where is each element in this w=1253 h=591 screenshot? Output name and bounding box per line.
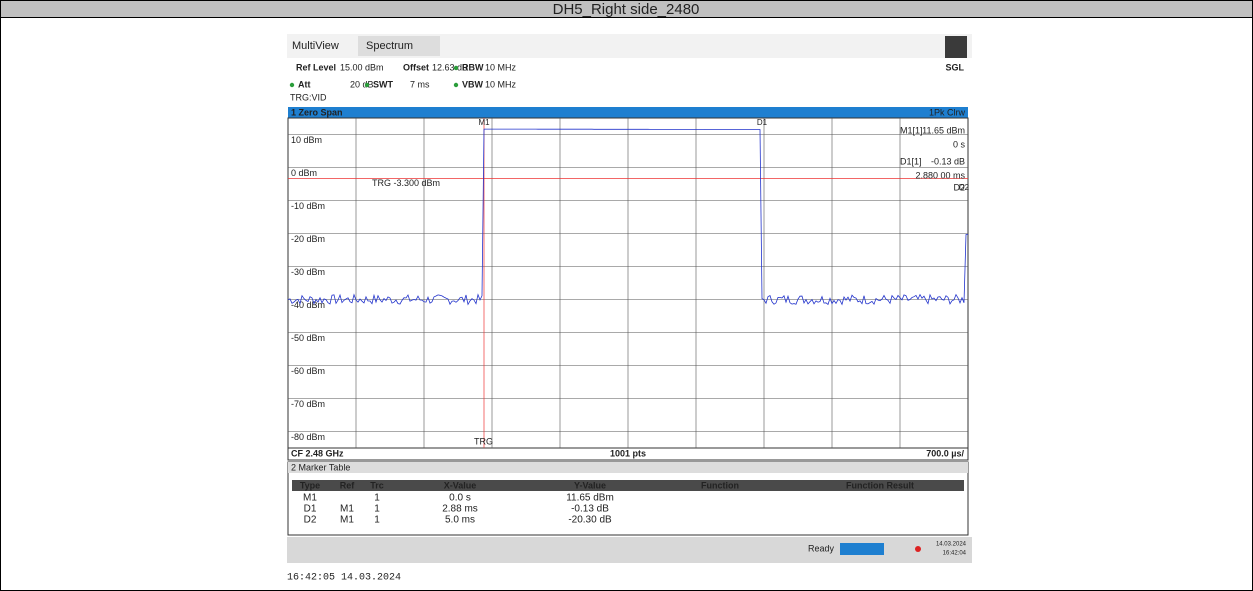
table-cell: 5.0 ms: [445, 515, 475, 526]
trace-mode: 1Pk Clrw: [929, 107, 966, 117]
marker-readout: D2: [953, 182, 965, 192]
progress: [840, 543, 884, 555]
setting: VBW: [462, 79, 484, 89]
setting: Att: [298, 79, 311, 89]
level-label: 10 dBm: [291, 135, 322, 145]
marker-readout: 2.880 00 ms: [915, 170, 965, 180]
table-cell: -0.13 dB: [571, 504, 609, 515]
setting: Offset: [403, 62, 429, 72]
page-title: DH5_Right side_2480: [553, 1, 700, 18]
marker-table-header: [288, 462, 968, 473]
level-label: 0 dBm: [291, 168, 317, 178]
trigger-marker: TRG: [474, 436, 493, 446]
trigger-label: TRG -3.300 dBm: [372, 178, 440, 188]
marker-readout: 0 s: [953, 139, 966, 149]
indicator: [453, 65, 459, 71]
table-cell: D2: [304, 515, 317, 526]
menu-button[interactable]: [945, 36, 967, 58]
table-cell: M1: [303, 493, 317, 504]
footer: 700.0 µs/: [926, 448, 964, 458]
column-header: Ref: [340, 480, 356, 490]
status-ready: Ready: [808, 543, 835, 553]
setting: 10 MHz: [485, 79, 517, 89]
status-date: 14.03.2024: [936, 542, 967, 548]
setting: 10 MHz: [485, 62, 517, 72]
indicator: [289, 82, 295, 88]
column-header: Function: [701, 480, 739, 490]
column-header: Y-Value: [574, 480, 606, 490]
table-cell: M1: [340, 504, 354, 515]
column-header: Trc: [370, 480, 384, 490]
column-header: Type: [300, 480, 320, 490]
window-name: 1 Zero Span: [291, 107, 343, 117]
table-cell: 1: [374, 493, 380, 504]
column-header: X-Value: [444, 480, 477, 490]
marker-readout: 11.65 dBm: [922, 125, 965, 135]
setting: RBW: [462, 62, 484, 72]
column-header: Function Result: [846, 480, 914, 490]
table-cell: 0.0 s: [449, 493, 471, 504]
column-header: [292, 480, 964, 491]
trace: [287, 128, 968, 306]
trigger: TRG:VID: [290, 92, 327, 102]
indicator: [453, 82, 459, 88]
level-label: -60 dBm: [291, 366, 325, 376]
table-cell: 1: [374, 515, 380, 526]
table-cell: D1: [304, 504, 317, 515]
setting: 20 dB: [350, 79, 374, 89]
setting: 7 ms: [410, 79, 430, 89]
tab-label: Spectrum: [366, 40, 413, 52]
indicator: [364, 82, 370, 88]
level-label: -10 dBm: [291, 201, 325, 211]
marker-readout: -0.13 dB: [931, 156, 965, 166]
window-header: [288, 107, 968, 118]
footer: 1001 pts: [610, 448, 646, 458]
status-icon: [915, 546, 921, 552]
status-time: 16:42:04: [943, 551, 967, 557]
table-cell: 2.88 ms: [442, 504, 478, 515]
marker-label: M1: [478, 118, 490, 127]
marker-label: D2: [959, 183, 970, 192]
setting: 15.00 dBm: [340, 62, 384, 72]
timestamp: 16:42:05 14.03.2024: [287, 573, 401, 584]
marker-readout: D1[1]: [900, 156, 922, 166]
level-label: -20 dBm: [291, 234, 325, 244]
table-cell: 11.65 dBm: [566, 493, 614, 504]
setting: 12.63 dB: [432, 62, 468, 72]
setting: SWT: [373, 79, 393, 89]
tab[interactable]: [358, 36, 440, 56]
footer: CF 2.48 GHz: [291, 448, 344, 458]
level-label: -50 dBm: [291, 333, 325, 343]
table-title: 2 Marker Table: [291, 462, 350, 472]
level-label: -40 dBm: [291, 300, 325, 310]
level-label: -70 dBm: [291, 399, 325, 409]
table-cell: -20.30 dB: [568, 515, 612, 526]
mode: SGL: [945, 62, 964, 72]
setting: Ref Level: [296, 62, 336, 72]
table-cell: M1: [340, 515, 354, 526]
marker-readout: M1[1]: [900, 125, 923, 135]
level-label: -80 dBm: [291, 432, 325, 442]
level-label: -30 dBm: [291, 267, 325, 277]
tab-label: MultiView: [292, 40, 339, 52]
marker-label: D1: [757, 118, 768, 127]
table-cell: 1: [374, 504, 380, 515]
